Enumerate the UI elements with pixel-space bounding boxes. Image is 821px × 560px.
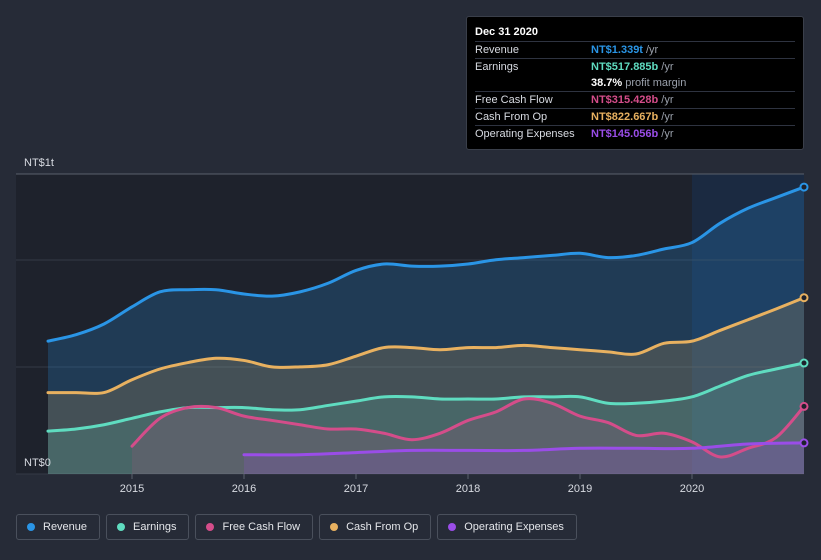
tooltip-row: Operating Expenses NT$145.056b/yr [475,125,795,142]
cash-from-op-line [46,296,806,396]
series-lines [46,185,806,459]
operating-expenses-line [242,441,806,457]
cash-from-op-area [48,297,804,474]
tooltip-date: Dec 31 2020 [475,26,538,38]
legend-item-operating-expenses[interactable]: Operating Expenses [437,514,577,540]
y-axis-min-label: NT$0 [24,457,51,469]
x-tick-label: 2017 [344,483,368,495]
tooltip-row: Revenue NT$1.339t/yr [475,41,795,58]
tooltip-row-value: NT$517.885b [591,61,659,73]
tooltip-row: Earnings NT$517.885b/yr [475,58,795,75]
tooltip-row-unit: /yr [661,61,674,73]
tooltip-row-unit: /yr [661,128,674,140]
x-tick-label: 2020 [680,483,704,495]
earnings-endpoint [799,358,809,368]
forecast-highlight-band [692,174,804,474]
tooltip-row: Free Cash Flow NT$315.428b/yr [475,91,795,108]
plot-background [16,174,804,474]
tooltip-row-value: NT$822.667b [591,111,659,123]
tooltip-row-value: NT$1.339t [591,44,643,56]
tooltip-row: Cash From Op NT$822.667b/yr [475,108,795,125]
tooltip-row-value: NT$315.428b [591,94,659,106]
x-tick-label: 2019 [568,483,592,495]
cash-from-op-endpoint [799,293,809,303]
legend-item-earnings[interactable]: Earnings [106,514,190,540]
tooltip-row: 38.7% profit margin [475,75,795,91]
x-axis-ticks: 2015 2016 2017 2018 2019 2020 [120,474,704,495]
legend-label: Earnings [133,521,177,533]
earnings-line [46,361,806,433]
free-cash-flow-endpoint [799,401,809,411]
tooltip-row-unit: /yr [661,111,674,123]
legend-label: Revenue [43,521,88,533]
tooltip-row-unit: profit margin [625,77,687,89]
operating-expenses-area [244,442,804,474]
tooltip-row-name [475,75,591,91]
tooltip-row-value: 38.7% [591,77,623,89]
earnings-area [48,363,804,474]
series-endpoints [799,182,809,448]
free-cash-flow-line [130,397,806,459]
financials-chart: NT$1t NT$0 2015 2016 2017 2018 2019 2020 [16,157,809,495]
legend-dot-icon [448,523,457,531]
tooltip-row-name: Cash From Op [475,111,548,123]
x-tick-label: 2016 [232,483,256,495]
revenue-endpoint [799,182,809,192]
operating-expenses-endpoint [799,438,809,448]
legend-dot-icon [27,523,35,531]
y-axis-max-label: NT$1t [24,157,54,169]
tooltip-row-name: Free Cash Flow [475,94,553,106]
chart-legend: Revenue Earnings Free Cash Flow Cash From O… [16,514,577,540]
tooltip-row-unit: /yr [661,94,674,106]
x-tick-label: 2015 [120,483,144,495]
tooltip-row-name: Revenue [475,44,520,56]
legend-item-free-cash-flow[interactable]: Free Cash Flow [195,514,314,540]
x-tick-label: 2018 [456,483,480,495]
tooltip-row-value: NT$145.056b [591,128,659,140]
legend-dot-icon [330,523,339,531]
legend-item-revenue[interactable]: Revenue [16,514,101,540]
legend-dot-icon [117,523,126,531]
tooltip-row-name: Operating Expenses [475,128,575,140]
tooltip-row-name: Earnings [475,61,519,73]
legend-dot-icon [206,523,215,531]
data-tooltip: Dec 31 2020 Revenue NT$1.339t/yr Earnings N… [466,16,804,150]
tooltip-rows: Revenue NT$1.339t/yr Earnings NT$517.885b/y… [475,41,795,142]
tooltip-row-unit: /yr [645,44,659,56]
legend-item-cash-from-op[interactable]: Cash From Op [319,514,432,540]
gridlines [16,173,804,475]
revenue-line [46,185,806,343]
legend-label: Free Cash Flow [222,521,301,533]
legend-label: Cash From Op [346,521,419,533]
legend-label: Operating Expenses [464,521,564,533]
